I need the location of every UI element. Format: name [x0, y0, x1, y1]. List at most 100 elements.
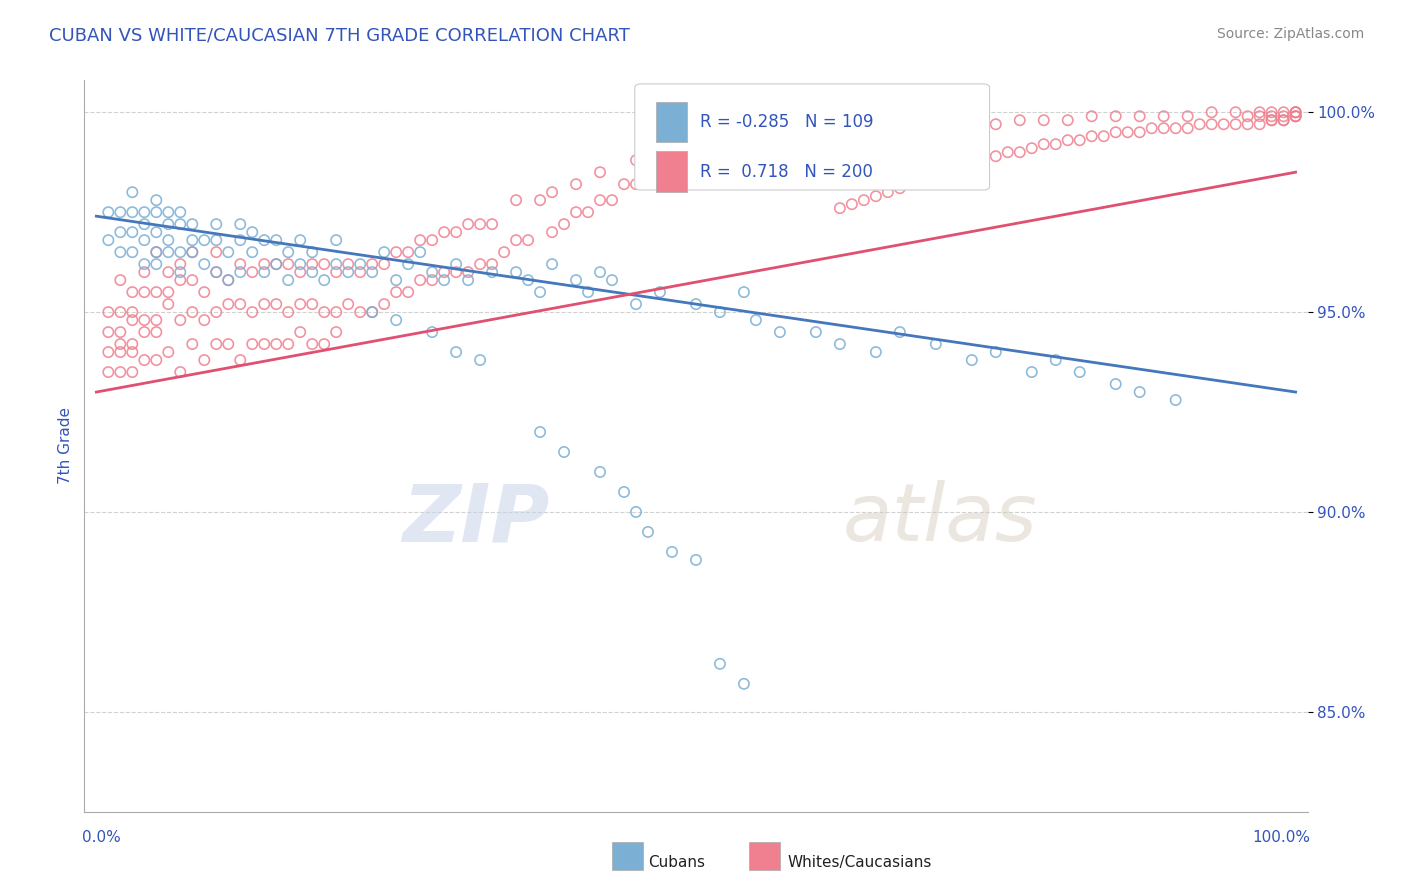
Point [121, 365, 143, 379]
Point [1188, 117, 1211, 131]
Point [1153, 109, 1175, 123]
Point [960, 157, 983, 171]
Point [613, 485, 636, 500]
Point [1080, 109, 1102, 123]
Point [409, 233, 432, 247]
Point [181, 217, 204, 231]
Point [193, 257, 215, 271]
Point [444, 265, 467, 279]
Point [1272, 109, 1295, 123]
Point [110, 245, 132, 260]
Point [97, 345, 120, 359]
Point [110, 205, 132, 219]
Point [193, 313, 215, 327]
Point [181, 337, 204, 351]
Point [624, 153, 647, 168]
Point [145, 245, 167, 260]
Point [169, 257, 191, 271]
Point [145, 353, 167, 368]
Point [169, 217, 191, 231]
Point [517, 273, 540, 287]
Point [145, 285, 167, 299]
Point [121, 337, 143, 351]
Point [889, 121, 911, 136]
Point [457, 273, 479, 287]
Point [1201, 105, 1223, 120]
Point [973, 153, 995, 168]
Text: R =  0.718   N = 200: R = 0.718 N = 200 [700, 162, 873, 180]
Point [205, 233, 228, 247]
Point [1080, 129, 1102, 144]
Point [134, 205, 156, 219]
Point [157, 345, 180, 359]
Point [457, 265, 479, 279]
Point [949, 161, 972, 176]
Point [925, 337, 948, 351]
Point [468, 217, 491, 231]
Point [229, 257, 252, 271]
Point [889, 181, 911, 195]
Point [217, 273, 239, 287]
Point [181, 273, 204, 287]
Point [97, 365, 120, 379]
Point [1284, 109, 1306, 123]
Point [301, 297, 323, 311]
Point [361, 305, 384, 319]
Point [361, 257, 384, 271]
Point [193, 233, 215, 247]
Point [420, 273, 443, 287]
Point [110, 273, 132, 287]
Text: atlas: atlas [842, 480, 1038, 558]
Point [1201, 117, 1223, 131]
Point [1129, 125, 1152, 139]
Point [600, 273, 623, 287]
Point [1249, 109, 1271, 123]
Point [277, 305, 299, 319]
Point [253, 233, 276, 247]
Point [769, 133, 792, 147]
Point [468, 353, 491, 368]
Point [240, 245, 263, 260]
Point [157, 285, 180, 299]
Point [301, 265, 323, 279]
Point [169, 245, 191, 260]
Point [145, 225, 167, 239]
Point [361, 305, 384, 319]
Point [361, 265, 384, 279]
Point [1164, 392, 1187, 407]
Point [481, 265, 503, 279]
Point [565, 178, 588, 192]
Point [1236, 109, 1258, 123]
Point [1032, 137, 1054, 152]
Point [494, 245, 516, 260]
Point [97, 205, 120, 219]
Point [157, 265, 180, 279]
Point [145, 257, 167, 271]
Point [481, 257, 503, 271]
Point [229, 265, 252, 279]
Point [576, 285, 599, 299]
Point [1056, 113, 1078, 128]
Point [637, 524, 659, 539]
Point [1105, 109, 1128, 123]
Point [1284, 105, 1306, 120]
Text: Cubans: Cubans [648, 855, 706, 870]
Point [936, 165, 959, 179]
Point [169, 313, 191, 327]
Point [134, 285, 156, 299]
Point [1056, 133, 1078, 147]
Point [553, 445, 575, 459]
Point [217, 245, 239, 260]
Point [337, 257, 360, 271]
Point [433, 273, 456, 287]
Point [841, 197, 863, 211]
Point [409, 273, 432, 287]
Point [1105, 125, 1128, 139]
Point [685, 153, 707, 168]
Point [960, 353, 983, 368]
Point [685, 553, 707, 567]
Point [325, 305, 347, 319]
Point [253, 297, 276, 311]
Point [1021, 365, 1043, 379]
Point [1153, 121, 1175, 136]
